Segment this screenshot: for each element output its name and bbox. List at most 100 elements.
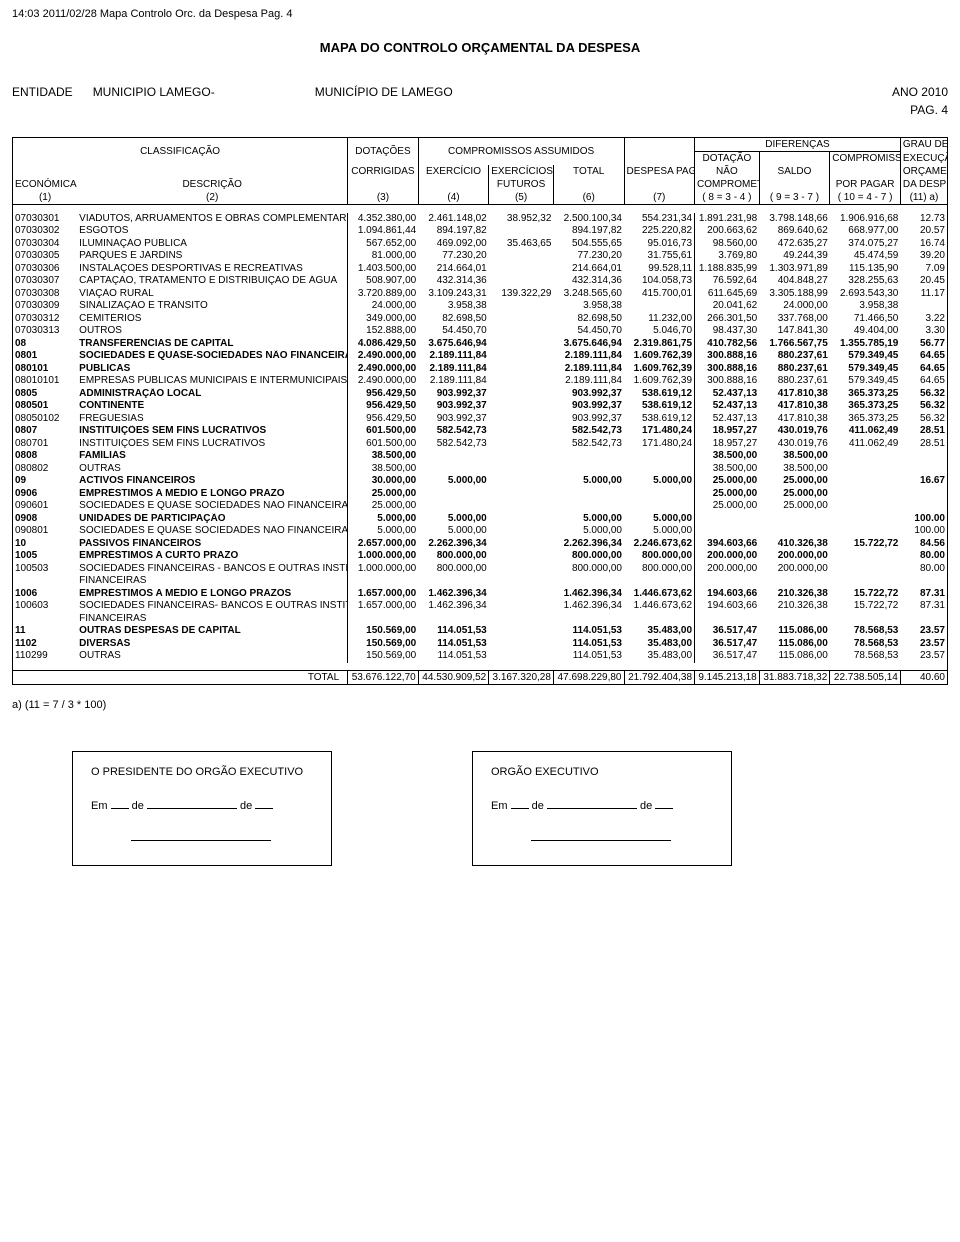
hdr-exercicios: EXERCÍCIOS	[489, 165, 554, 178]
cell: SOCIEDADES E QUASE-SOCIEDADES NÃO FINANC…	[77, 350, 347, 363]
cell: 0808	[13, 450, 78, 463]
cell	[830, 525, 901, 538]
cell: 18.957,27	[695, 438, 760, 451]
cell: 78.568,53	[830, 650, 901, 663]
cell: EMPRESAS PÚBLICAS MUNICIPAIS E INTERMUNI…	[77, 375, 347, 388]
cell: 5.000,00	[553, 513, 624, 526]
municipio-value: MUNICÍPIO DE LAMEGO	[315, 85, 453, 99]
cell: 472.635,27	[759, 238, 830, 251]
hdr-total: TOTAL	[553, 165, 624, 178]
cell: 15.722,72	[830, 538, 901, 551]
cell: 2.490.000,00	[348, 350, 419, 363]
cell: DIVERSAS	[77, 638, 347, 651]
cell: 11.232,00	[624, 313, 695, 326]
cell: 30.000,00	[348, 475, 419, 488]
cell	[553, 463, 624, 476]
sig-em-r: Em	[491, 800, 508, 812]
entidade-value: MUNICIPIO LAMEGO-	[93, 85, 215, 99]
hdr-nao: NÃO	[695, 165, 760, 178]
cell: 668.977,00	[830, 225, 901, 238]
cell: 080701	[13, 438, 78, 451]
cell: 214.664,01	[553, 263, 624, 276]
table-row: 1005EMPRÉSTIMOS A CURTO PRAZO1.000.000,0…	[13, 550, 948, 563]
cell: CEMITÉRIOS	[77, 313, 347, 326]
cell	[489, 438, 554, 451]
cell: 98.437,30	[695, 325, 760, 338]
cell: 300.888,16	[695, 375, 760, 388]
cell: 38.500,00	[759, 463, 830, 476]
cell: TRANSFERÊNCIAS DE CAPITAL	[77, 338, 347, 351]
cell: 0906	[13, 488, 78, 501]
cell: 35.483,00	[624, 625, 695, 638]
cell: 349.000,00	[348, 313, 419, 326]
cell: 903.992,37	[418, 400, 489, 413]
cell: 150.569,00	[348, 625, 419, 638]
cell: 582.542,73	[418, 438, 489, 451]
cell: 430.019,76	[759, 425, 830, 438]
total-c9: 31.883.718,32	[759, 671, 830, 685]
sig-de: de	[132, 800, 144, 812]
cell	[553, 500, 624, 513]
cell: 2.189.111,84	[418, 350, 489, 363]
cell: 20.45	[900, 275, 947, 288]
cell: 07030304	[13, 238, 78, 251]
cell: INSTALAÇÕES DESPORTIVAS E RECREATIVAS	[77, 263, 347, 276]
cell: 110299	[13, 650, 78, 663]
cell: 2.500.100,34	[553, 213, 624, 226]
cell: FAMÍLIAS	[77, 450, 347, 463]
cell: 080802	[13, 463, 78, 476]
cell: 394.603,66	[695, 538, 760, 551]
cell	[489, 425, 554, 438]
cell: 0908	[13, 513, 78, 526]
cell: 147.841,30	[759, 325, 830, 338]
table-row: 07030305PARQUES E JARDINS81.000,0077.230…	[13, 250, 948, 263]
hdr-por-pagar: POR PAGAR	[830, 178, 901, 191]
cell: 23.57	[900, 638, 947, 651]
hdr-n8: ( 8 = 3 - 4 )	[695, 191, 760, 205]
cell: 2.262.396,34	[553, 538, 624, 551]
cell: 114.051,53	[418, 638, 489, 651]
cell: 38.500,00	[695, 450, 760, 463]
cell: 2.189.111,84	[553, 375, 624, 388]
cell	[489, 550, 554, 563]
cell: 2.246.673,62	[624, 538, 695, 551]
cell: 07030307	[13, 275, 78, 288]
cell: 0805	[13, 388, 78, 401]
cell	[830, 575, 901, 588]
cell: 365.373,25	[830, 400, 901, 413]
cell	[900, 500, 947, 513]
cell	[830, 563, 901, 576]
cell	[489, 300, 554, 313]
cell: 78.568,53	[830, 625, 901, 638]
sig-right-date: Em de de	[491, 800, 713, 812]
cell: OUTRAS	[77, 650, 347, 663]
cell: 5.000,00	[418, 525, 489, 538]
cell	[553, 488, 624, 501]
cell: 194.603,66	[695, 600, 760, 613]
cell: 31.755,61	[624, 250, 695, 263]
cell: 171.480,24	[624, 438, 695, 451]
total-c3: 53.676.122,70	[348, 671, 419, 685]
cell: 200.000,00	[759, 550, 830, 563]
total-c11: 40.60	[900, 671, 947, 685]
cell: 1.403.500,00	[348, 263, 419, 276]
cell: 24.000,00	[348, 300, 419, 313]
cell	[759, 613, 830, 626]
hdr-n1: (1)	[13, 191, 78, 205]
cell: 1.462.396,34	[418, 600, 489, 613]
cell: 114.051,53	[418, 625, 489, 638]
cell: 374.075,27	[830, 238, 901, 251]
cell	[489, 600, 554, 613]
table-row: FINANCEIRAS	[13, 613, 948, 626]
cell: PÚBLICAS	[77, 363, 347, 376]
cell	[489, 525, 554, 538]
cell: 3.109.243,31	[418, 288, 489, 301]
total-c10: 22.738.505,14	[830, 671, 901, 685]
cell: 200.000,00	[759, 563, 830, 576]
cell: 25.000,00	[759, 500, 830, 513]
cell: 7.09	[900, 263, 947, 276]
cell: 3.305.188,99	[759, 288, 830, 301]
cell: 5.000,00	[624, 525, 695, 538]
cell: 365.373,25	[830, 388, 901, 401]
cell: 582.542,73	[553, 438, 624, 451]
